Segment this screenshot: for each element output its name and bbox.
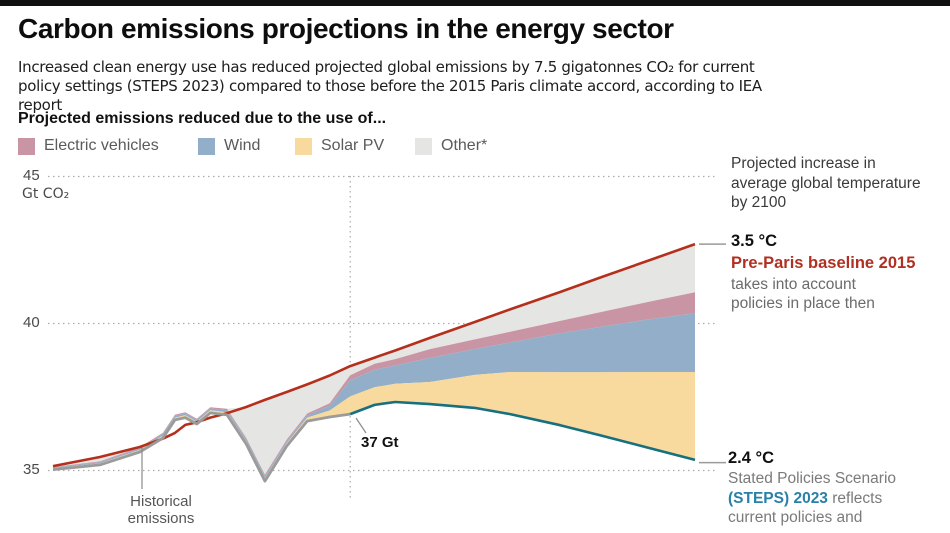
legend-label: Other*: [441, 137, 488, 154]
subtitle: Increased clean energy use has reduced p…: [18, 58, 798, 115]
cool-desc-line2-rest: reflects: [827, 489, 883, 507]
37gt-point-label: 37 Gt: [361, 434, 399, 451]
y-axis-tick-45: 45: [23, 167, 40, 184]
y-axis-tick-35: 35: [23, 461, 40, 478]
band-wind: [53, 313, 695, 479]
wind-swatch: [198, 137, 215, 155]
historical-emissions-line: [52, 411, 351, 483]
cool-desc-line2: (STEPS) 2023 reflects: [728, 489, 943, 509]
electric-vehicles-swatch: [18, 137, 35, 155]
cool-temperature-value: 2.4 °C: [728, 449, 775, 467]
legend-item-wind: Wind: [198, 137, 260, 155]
subtitle-line-2: policy settings (STEPS 2023) compared to…: [18, 77, 762, 114]
37gt-pointer-line: [355, 417, 367, 434]
cool-desc-line1: Stated Policies Scenario: [728, 470, 897, 487]
pre-paris-baseline-description: takes into account policies in place the…: [731, 276, 941, 313]
legend-item-solar-pv: Solar PV: [295, 137, 384, 155]
hot-temperature-value: 3.5 °C: [731, 232, 778, 250]
y-axis-unit: Gt CO₂: [22, 186, 70, 202]
steps-label: (STEPS) 2023: [728, 489, 828, 507]
historical-label-line2: emissions: [127, 510, 195, 527]
historical-emissions-label: Historical emissions: [108, 493, 214, 527]
legend-label: Wind: [224, 137, 261, 154]
legend-item-electric-vehicles: Electric vehicles: [18, 137, 159, 155]
hot-desc-line1: takes into account: [731, 276, 856, 293]
temp-header-line1: Projected increase in: [731, 155, 876, 172]
legend-heading: Projected emissions reduced due to the u…: [18, 110, 387, 127]
pre-paris-baseline-label: Pre-Paris baseline 2015: [731, 254, 916, 272]
page-title: Carbon emissions projections in the ener…: [18, 13, 674, 44]
legend-item-other: Other*: [415, 137, 487, 155]
temperature-header: Projected increase in average global tem…: [731, 154, 946, 213]
masthead-bar: [0, 0, 950, 6]
hot-desc-line2: policies in place then: [731, 294, 875, 312]
steps-2023-line: [349, 400, 696, 462]
band-solar-pv: [53, 372, 695, 482]
legend-label: Solar PV: [321, 137, 385, 154]
other-swatch: [415, 137, 432, 155]
steps-description: Stated Policies Scenario (STEPS) 2023 re…: [728, 469, 943, 528]
solar-pv-swatch: [295, 137, 312, 155]
temp-header-line2: average global temperature: [731, 174, 921, 192]
legend-label: Electric vehicles: [44, 137, 159, 154]
temp-header-line3: by 2100: [731, 194, 787, 211]
y-axis-tick-40: 40: [23, 314, 40, 331]
subtitle-line-1: Increased clean energy use has reduced p…: [18, 58, 755, 76]
band-electric-vehicles: [53, 292, 695, 477]
historical-label-line1: Historical: [130, 493, 192, 510]
cool-desc-line3: current policies and: [728, 509, 863, 526]
pre-paris-baseline-line: [52, 242, 696, 468]
